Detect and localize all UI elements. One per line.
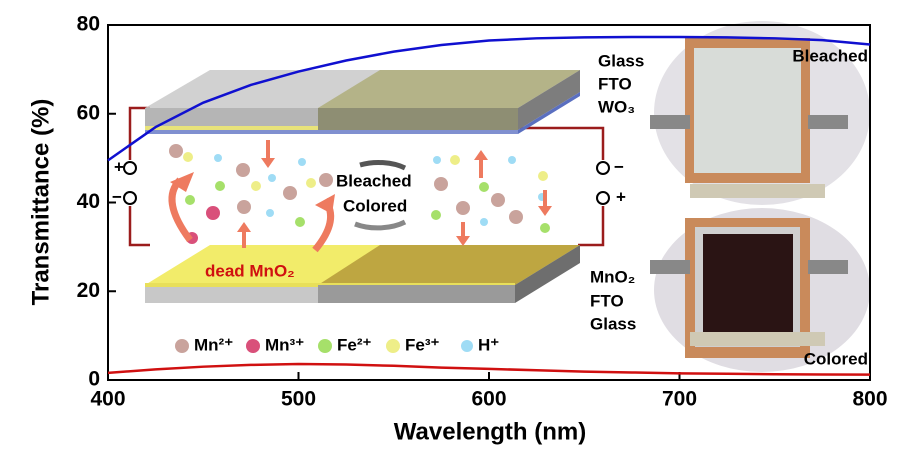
series-line (107, 362, 871, 376)
x-axis-label: Wavelength (nm) (394, 418, 586, 445)
x-tick-label: 700 (662, 388, 697, 411)
arrows (168, 140, 552, 253)
legend-label: Mn²⁺ (194, 335, 233, 354)
y-tick-label: 60 (77, 101, 100, 124)
legend-marker (386, 339, 400, 353)
y-tick-label: 20 (77, 279, 100, 302)
legend-label: Fe³⁺ (405, 335, 440, 354)
schematic: Glass FTO WO₃ MnO₂ FTO Glass Bleached Co… (112, 21, 870, 372)
legend-marker (318, 339, 332, 353)
layer-label: FTO (598, 74, 632, 93)
state-label: Colored (343, 196, 407, 215)
series-line (107, 35, 871, 162)
state-label: Bleached (336, 171, 412, 190)
polarity: − (614, 157, 624, 176)
legend-label: Fe²⁺ (337, 335, 372, 354)
x-tick-label: 800 (852, 388, 887, 411)
layer-label: FTO (590, 291, 624, 310)
polarity: + (616, 187, 626, 206)
legend-marker (175, 339, 189, 353)
legend-label: Colored (804, 349, 868, 368)
y-tick-label: 0 (88, 368, 100, 391)
ions (169, 144, 550, 244)
layer-label: WO₃ (598, 97, 635, 116)
cycle-arrow (354, 219, 407, 231)
legend-marker (246, 339, 260, 353)
layer-label: Glass (590, 314, 636, 333)
legend-marker (461, 340, 473, 352)
y-tick-label: 40 (77, 190, 100, 213)
x-tick-label: 400 (90, 388, 125, 411)
layer-label: MnO₂ (590, 267, 635, 286)
legend-label: Bleached (792, 46, 868, 65)
terminals (123, 161, 610, 205)
x-tick-label: 500 (281, 388, 316, 411)
legend-label: H⁺ (478, 335, 499, 354)
legend-label: Mn³⁺ (265, 335, 304, 354)
layer-label: Glass (598, 51, 644, 70)
photo-colored (650, 208, 870, 372)
y-tick-label: 80 (77, 13, 100, 36)
polarity: + (114, 157, 124, 176)
circuit (128, 106, 605, 247)
dead-label: dead MnO₂ (205, 261, 295, 280)
bottom-electrode (145, 245, 580, 303)
x-tick-label: 600 (471, 388, 506, 411)
polarity: − (112, 187, 122, 206)
top-electrode (145, 70, 580, 134)
cycle-arrow (359, 159, 407, 171)
y-axis-label: Transmittance (%) (27, 99, 54, 306)
photo-bleached (650, 21, 870, 205)
